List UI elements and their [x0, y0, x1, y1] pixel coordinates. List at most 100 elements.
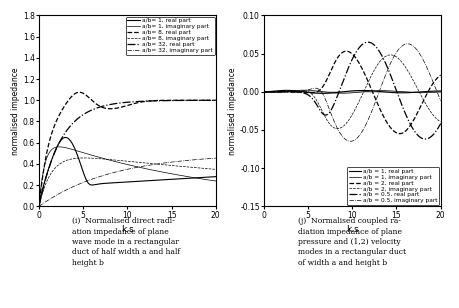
a/b = 1, real part [284, 88, 289, 92]
a/b= 8, real part [208, 99, 213, 102]
Text: (i)  Normalised direct radi-
ation impedance of plane
wave mode in a rectangular: (i) Normalised direct radi- ation impeda… [72, 217, 180, 267]
Line: a/b= 8, real part: a/b= 8, real part [39, 92, 216, 206]
a/b = 0.5, real part [400, 106, 406, 110]
a/b= 8, real part [77, 91, 82, 94]
a/b= 1, real part [36, 205, 42, 208]
a/b = 0.5, imaginary part [438, 99, 443, 103]
a/b = 0.5, imaginary part [348, 140, 353, 143]
a/b = 1, imaginary part [438, 90, 443, 94]
a/b= 8, real part [175, 99, 181, 102]
a/b= 1, imaginary part [56, 145, 62, 149]
a/b= 8, imaginary part [213, 168, 218, 171]
a/b = 1, real part [433, 89, 438, 93]
a/b= 8, imaginary part [122, 159, 128, 163]
a/b = 2, imaginary part [347, 116, 353, 120]
Line: a/b= 8, imaginary part: a/b= 8, imaginary part [39, 158, 216, 206]
a/b= 1, imaginary part [208, 178, 213, 182]
a/b = 0.5, imaginary part [342, 137, 348, 141]
a/b = 0.5, imaginary part [347, 140, 353, 143]
a/b = 2, real part [347, 51, 353, 54]
Line: a/b = 2, imaginary part: a/b = 2, imaginary part [264, 55, 441, 129]
a/b = 2, imaginary part [342, 123, 348, 126]
a/b= 1, real part [208, 175, 213, 179]
a/b = 1, real part [270, 89, 276, 93]
Line: a/b= 1, real part: a/b= 1, real part [39, 137, 216, 206]
a/b= 32, imaginary part [45, 198, 51, 202]
a/b = 2, imaginary part [401, 62, 406, 66]
a/b = 2, real part [342, 50, 348, 53]
a/b = 1, imaginary part [401, 90, 406, 94]
a/b= 8, imaginary part [208, 167, 213, 171]
a/b = 1, real part [320, 91, 325, 95]
a/b = 1, real part [342, 90, 348, 93]
a/b = 0.5, imaginary part [405, 42, 410, 46]
a/b= 1, real part [118, 180, 123, 184]
a/b= 8, imaginary part [45, 177, 51, 180]
a/b = 1, imaginary part [433, 90, 438, 94]
a/b = 1, imaginary part [261, 90, 267, 94]
a/b= 32, imaginary part [36, 205, 42, 208]
a/b= 8, real part [36, 205, 42, 208]
a/b = 1, imaginary part [270, 91, 276, 94]
a/b = 0.5, real part [347, 63, 353, 66]
a/b = 0.5, real part [433, 130, 438, 133]
a/b = 0.5, imaginary part [433, 87, 438, 90]
a/b= 1, real part [175, 177, 181, 181]
Line: a/b = 1, real part: a/b = 1, real part [264, 90, 441, 93]
a/b = 2, imaginary part [433, 116, 438, 120]
a/b= 1, real part [122, 180, 128, 184]
a/b= 8, imaginary part [208, 167, 213, 171]
a/b = 2, imaginary part [335, 127, 340, 131]
a/b= 1, real part [213, 175, 218, 179]
a/b= 8, real part [213, 99, 218, 102]
a/b= 1, real part [208, 175, 213, 179]
a/b = 0.5, imaginary part [433, 87, 438, 90]
a/b = 1, real part [401, 91, 406, 95]
a/b = 0.5, real part [438, 122, 443, 125]
a/b = 2, real part [344, 49, 349, 53]
a/b= 32, real part [36, 205, 42, 208]
a/b= 1, imaginary part [118, 161, 123, 165]
a/b = 1, imaginary part [342, 91, 348, 95]
a/b= 8, real part [122, 104, 128, 108]
X-axis label: k.s: k.s [346, 225, 358, 234]
a/b= 8, real part [118, 106, 123, 109]
a/b = 0.5, real part [270, 90, 276, 94]
a/b = 1, imaginary part [340, 91, 345, 95]
a/b = 2, real part [397, 132, 403, 136]
a/b= 1, imaginary part [208, 178, 213, 182]
Line: a/b = 1, imaginary part: a/b = 1, imaginary part [264, 90, 441, 93]
a/b= 8, imaginary part [175, 164, 181, 168]
a/b= 1, real part [63, 136, 68, 139]
a/b = 1, real part [261, 90, 267, 94]
a/b = 2, imaginary part [270, 90, 276, 94]
Line: a/b = 2, real part: a/b = 2, real part [264, 51, 441, 134]
Text: (j)  Normalised coupled ra-
diation impedance of plane
pressure and (1,2) veloci: (j) Normalised coupled ra- diation imped… [298, 217, 406, 267]
a/b = 2, real part [270, 90, 276, 94]
a/b = 0.5, imaginary part [400, 43, 406, 47]
Y-axis label: normalised impedance: normalised impedance [228, 67, 237, 155]
a/b= 1, imaginary part [175, 173, 181, 177]
a/b= 8, real part [208, 99, 213, 102]
Y-axis label: normalised impedance: normalised impedance [11, 67, 20, 155]
a/b = 1, real part [438, 89, 443, 93]
a/b = 0.5, real part [261, 90, 267, 94]
Line: a/b= 32, imaginary part: a/b= 32, imaginary part [39, 158, 216, 206]
a/b = 0.5, real part [365, 40, 371, 44]
a/b= 32, imaginary part [208, 157, 213, 160]
a/b= 1, real part [45, 168, 51, 172]
a/b = 1, imaginary part [301, 88, 307, 92]
a/b = 1, real part [433, 89, 438, 93]
a/b = 2, imaginary part [438, 120, 443, 124]
a/b= 32, real part [208, 99, 213, 102]
Line: a/b= 1, imaginary part: a/b= 1, imaginary part [39, 147, 216, 206]
a/b= 1, imaginary part [36, 205, 42, 208]
a/b = 2, real part [433, 78, 438, 82]
a/b= 8, imaginary part [36, 205, 42, 208]
Legend: a/b = 1, real part, a/b = 1, imaginary part, a/b = 2, real part, a/b = 2, imagin: a/b = 1, real part, a/b = 1, imaginary p… [347, 167, 439, 205]
a/b = 1, imaginary part [433, 90, 438, 94]
Line: a/b = 0.5, imaginary part: a/b = 0.5, imaginary part [264, 44, 441, 141]
a/b= 32, real part [213, 99, 218, 102]
a/b= 32, real part [45, 169, 51, 172]
a/b= 8, real part [45, 145, 51, 149]
